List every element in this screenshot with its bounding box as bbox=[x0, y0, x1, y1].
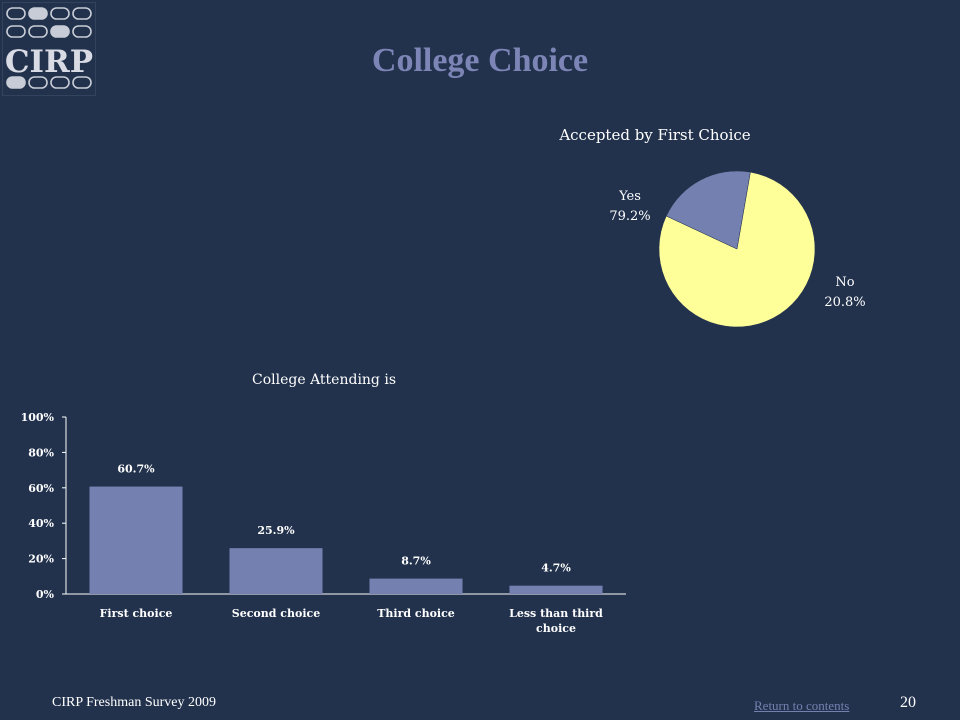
bar-value-label: 4.7% bbox=[541, 562, 571, 575]
pie-label-yes: Yes bbox=[618, 189, 641, 204]
bar-chart-title: College Attending is bbox=[252, 372, 396, 388]
category-label: Less than third bbox=[509, 607, 603, 620]
bar bbox=[369, 578, 463, 594]
category-label: Second choice bbox=[232, 607, 320, 620]
pie-chart: Accepted by First Choice Yes 79.2% No 20… bbox=[558, 126, 866, 328]
bar bbox=[509, 585, 603, 594]
pie-value-no: 20.8% bbox=[824, 295, 865, 310]
return-to-contents-link[interactable]: Return to contents bbox=[754, 698, 850, 713]
pie-slice-yes bbox=[658, 171, 816, 328]
bar-value-label: 8.7% bbox=[401, 555, 431, 568]
pie-value-yes: 79.2% bbox=[609, 209, 650, 224]
logo-wordmark: CIRP bbox=[5, 44, 93, 80]
pie-chart-title: Accepted by First Choice bbox=[558, 126, 750, 144]
y-tick-label: 40% bbox=[28, 517, 54, 530]
bar-value-label: 25.9% bbox=[257, 524, 295, 537]
pie-slice-no bbox=[665, 170, 751, 250]
y-tick-label: 20% bbox=[28, 553, 54, 566]
y-tick-label: 80% bbox=[28, 446, 54, 459]
footer-survey-name: CIRP Freshman Survey 2009 bbox=[52, 695, 216, 710]
bar bbox=[229, 548, 323, 594]
y-tick-label: 100% bbox=[21, 411, 55, 424]
category-label: choice bbox=[536, 622, 576, 635]
pie-label-no: No bbox=[835, 275, 854, 290]
cirp-logo: CIRP bbox=[2, 2, 96, 96]
logo-pill-grid bbox=[6, 7, 92, 89]
category-label: First choice bbox=[100, 607, 173, 620]
category-label: Third choice bbox=[377, 607, 455, 620]
bar-value-label: 60.7% bbox=[117, 463, 155, 476]
bar bbox=[89, 486, 183, 594]
page-number: 20 bbox=[900, 694, 916, 711]
y-tick-label: 60% bbox=[28, 482, 54, 495]
y-tick-label: 0% bbox=[36, 588, 55, 601]
slide-title: College Choice bbox=[371, 42, 589, 79]
